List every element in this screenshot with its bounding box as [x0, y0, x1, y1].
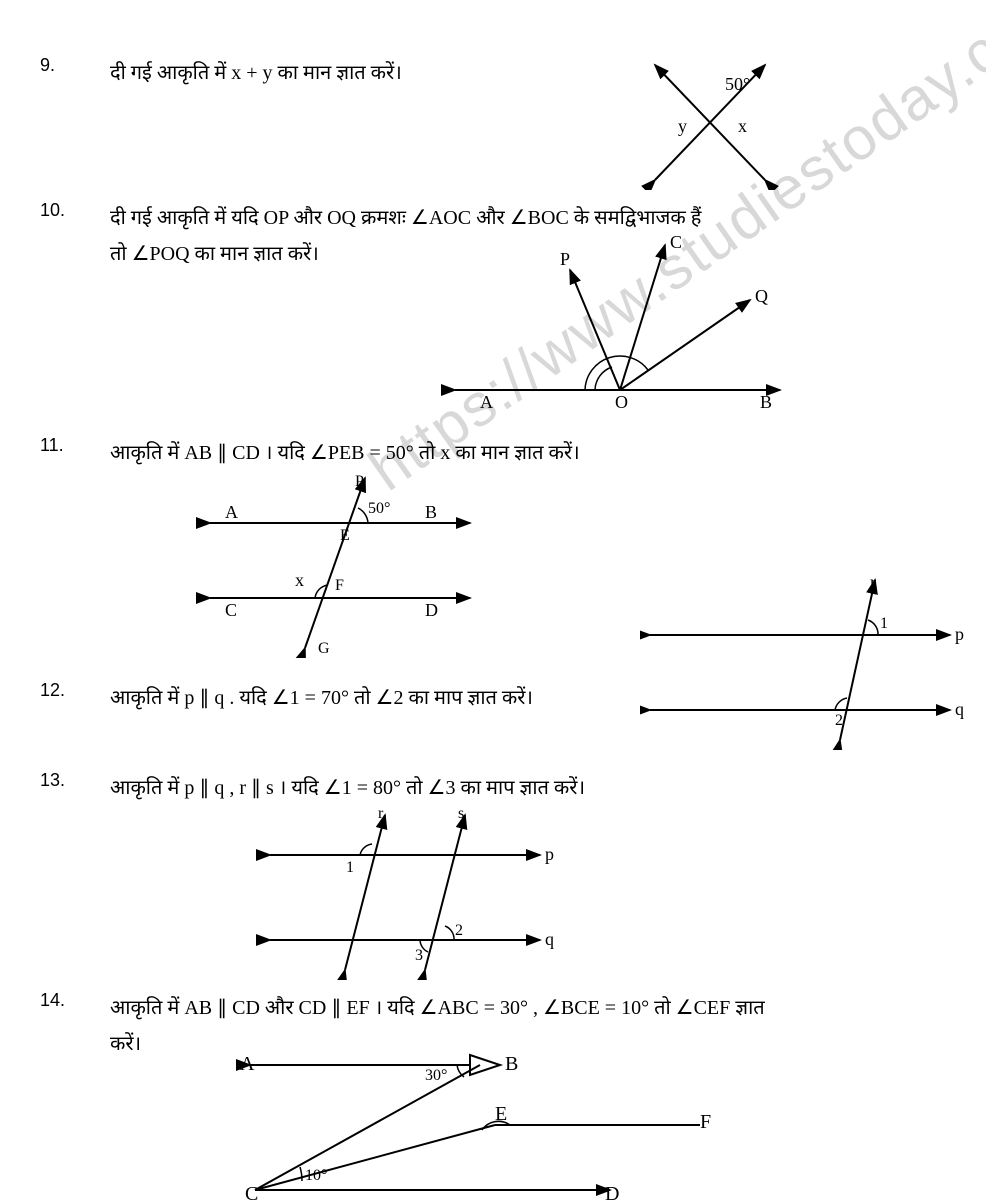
svg-text:D: D: [425, 600, 438, 620]
svg-text:r: r: [378, 805, 384, 822]
svg-text:p: p: [545, 844, 554, 864]
svg-text:2: 2: [455, 922, 463, 939]
svg-text:B: B: [505, 1053, 518, 1075]
svg-text:P: P: [560, 249, 570, 269]
q14-number: 14.: [40, 990, 65, 1011]
svg-text:A: A: [225, 502, 238, 522]
q14-text-line1: आकृति में AB ∥ CD और CD ∥ EF । यदि ∠ABC …: [110, 990, 946, 1026]
svg-text:Q: Q: [755, 286, 768, 306]
q11-number: 11.: [40, 435, 64, 456]
svg-text:A: A: [240, 1053, 255, 1075]
q10-number: 10.: [40, 200, 65, 221]
svg-text:P: P: [355, 473, 364, 490]
svg-text:1: 1: [346, 859, 354, 876]
svg-text:50°: 50°: [368, 500, 390, 517]
svg-text:s: s: [458, 805, 464, 822]
q9-angle-50: 50°: [725, 74, 750, 94]
svg-text:2: 2: [835, 712, 843, 729]
q10-figure: A B O P C Q: [440, 230, 820, 410]
q12-figure: p q r 1 2: [640, 570, 970, 750]
svg-text:30°: 30°: [425, 1067, 447, 1084]
q9-text: दी गई आकृति में x + y का मान ज्ञात करें।: [110, 55, 946, 91]
svg-text:D: D: [605, 1183, 619, 1200]
svg-text:F: F: [700, 1111, 711, 1133]
svg-text:r: r: [870, 572, 876, 592]
svg-text:q: q: [955, 699, 964, 719]
q11-figure: A B C D E F G P 50° x: [190, 468, 510, 658]
q14-figure: A B C D E F 30° 10°: [210, 1040, 750, 1200]
svg-text:G: G: [318, 640, 330, 657]
svg-text:p: p: [955, 624, 964, 644]
svg-text:F: F: [335, 577, 344, 594]
svg-text:O: O: [615, 392, 628, 410]
svg-text:A: A: [480, 392, 493, 410]
svg-text:10°: 10°: [305, 1167, 327, 1184]
question-11: 11. आकृति में AB ∥ CD । यदि ∠PEB = 50° त…: [40, 435, 946, 471]
q13-number: 13.: [40, 770, 65, 791]
q9-number: 9.: [40, 55, 55, 76]
q9-label-y: y: [678, 116, 687, 136]
svg-text:1: 1: [880, 615, 888, 632]
svg-text:B: B: [425, 502, 437, 522]
svg-text:E: E: [340, 527, 350, 544]
q9-figure: 50° y x: [630, 50, 810, 190]
svg-text:C: C: [245, 1183, 258, 1200]
q13-figure: p q r s 1 2 3: [250, 800, 580, 980]
svg-text:E: E: [495, 1103, 507, 1125]
svg-text:3: 3: [415, 947, 423, 964]
svg-text:C: C: [225, 600, 237, 620]
svg-text:x: x: [295, 570, 304, 590]
svg-text:C: C: [670, 232, 682, 252]
q11-text: आकृति में AB ∥ CD । यदि ∠PEB = 50° तो x …: [110, 435, 946, 471]
q9-label-x: x: [738, 116, 747, 136]
question-9: 9. दी गई आकृति में x + y का मान ज्ञात कर…: [40, 55, 946, 91]
svg-text:B: B: [760, 392, 772, 410]
q12-number: 12.: [40, 680, 65, 701]
svg-text:q: q: [545, 929, 554, 949]
